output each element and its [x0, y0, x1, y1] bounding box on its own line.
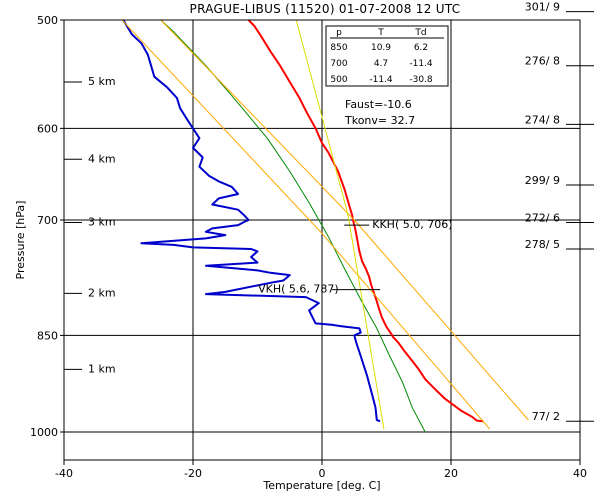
- wind-label: 276/ 8: [525, 55, 560, 68]
- y-tick-label: 500: [37, 14, 58, 27]
- series-line-t: [247, 19, 484, 423]
- table-cell: 6.2: [414, 43, 428, 53]
- wind-markers: 301/ 9 276/ 8 274/ 8 299/ 9 272/ 6 278/ 5 77/ …: [525, 1, 594, 423]
- annotations: KKH( 5.0, 706) VKH( 5.6, 787): [258, 218, 452, 296]
- series-line-yellow-line: [295, 19, 385, 430]
- table-cell: -30.8: [409, 75, 433, 85]
- series-line-td: [122, 19, 381, 423]
- tkonv-index: Tkonv= 32.7: [344, 114, 415, 127]
- table-cell: 4.7: [374, 59, 388, 69]
- y-tick-label: 850: [37, 329, 58, 342]
- wind-label: 77/ 2: [532, 410, 560, 423]
- height-label: 1 km: [88, 362, 116, 375]
- table-cell: -11.4: [409, 59, 433, 69]
- table-cell: 500: [330, 75, 347, 85]
- stability-indices: Faust=-10.6 Tkonv= 32.7: [344, 98, 415, 127]
- annotation-label: VKH( 5.6, 787): [258, 283, 339, 296]
- annotation-label: KKH( 5.0, 706): [372, 218, 452, 231]
- height-label: 2 km: [88, 286, 116, 299]
- series-line-orange-line-2: [121, 19, 491, 430]
- table-cell: 700: [330, 59, 347, 69]
- y-tick-label: 700: [37, 214, 58, 227]
- y-tick-label: 1000: [30, 426, 58, 439]
- wind-label: 278/ 5: [525, 238, 560, 251]
- series-line-orange-line-1: [160, 19, 529, 421]
- x-tick-label: 0: [319, 467, 326, 480]
- faust-index: Faust=-10.6: [345, 98, 412, 111]
- height-label: 5 km: [88, 75, 116, 88]
- table-header: p: [336, 28, 342, 38]
- axis-labels: -40 -20 0 20 40 500 600 700 850 1000: [30, 14, 587, 480]
- y-tick-label: 600: [37, 122, 58, 135]
- plot-area: [121, 19, 529, 433]
- table-cell: 850: [330, 43, 347, 53]
- chart-title: PRAGUE-LIBUS (11520) 01-07-2008 12 UTC: [190, 2, 461, 16]
- x-tick-label: -20: [184, 467, 202, 480]
- table-header: Td: [414, 28, 426, 38]
- x-tick-label: -40: [55, 467, 73, 480]
- height-label: 4 km: [88, 152, 116, 165]
- wind-label: 274/ 8: [525, 113, 560, 126]
- table-cell: 10.9: [371, 43, 391, 53]
- table-frame: [325, 25, 449, 87]
- x-tick-label: 40: [573, 467, 587, 480]
- table-header: T: [377, 28, 384, 38]
- x-tick-label: 20: [444, 467, 458, 480]
- grid-lines: [64, 20, 580, 460]
- wind-label: 299/ 9: [525, 174, 560, 187]
- y-axis-label: Pressure [hPa]: [14, 201, 27, 280]
- wind-label: 272/ 6: [525, 212, 560, 225]
- table-cell: -11.4: [369, 75, 393, 85]
- height-label: 3 km: [88, 216, 116, 229]
- x-axis-label: Temperature [deg. C]: [262, 479, 380, 492]
- stability-table: p T Td 850 10.9 6.2 700 4.7 -11.4 500 -11.4 -30.8: [325, 25, 449, 87]
- height-markers: 5 km 4 km 3 km 2 km 1 km: [64, 75, 116, 375]
- wind-label: 301/ 9: [525, 1, 560, 14]
